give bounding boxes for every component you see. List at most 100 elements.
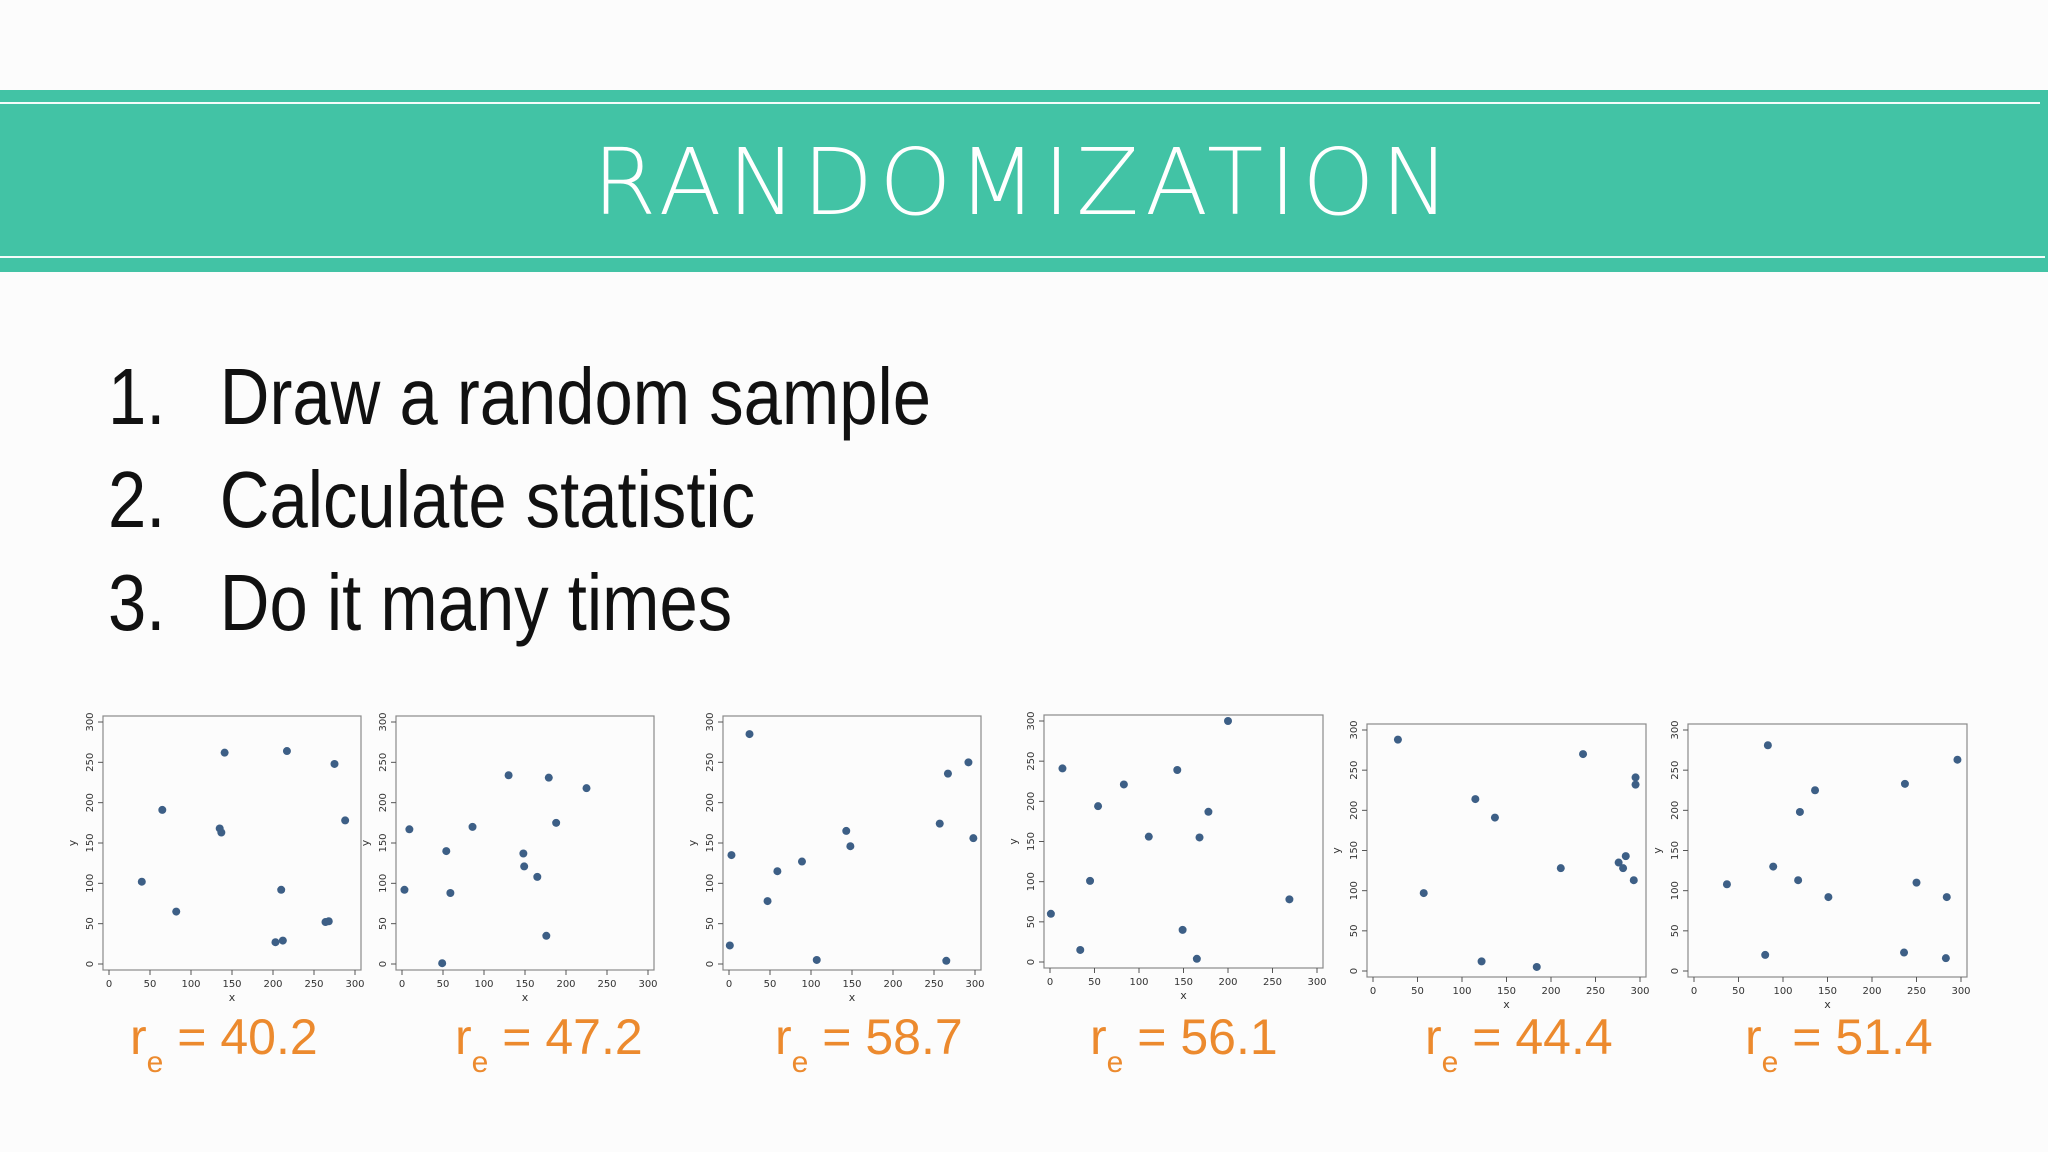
data-point — [1144, 832, 1153, 841]
stat-value: = 58.7 — [808, 1009, 963, 1065]
data-point — [1532, 962, 1541, 971]
correlation-label: re = 51.4 — [1745, 1007, 1933, 1093]
step-number: 1. — [108, 351, 166, 441]
x-tick-label: 200 — [1862, 986, 1881, 997]
y-axis-label: y — [359, 839, 372, 846]
y-tick-label: 250 — [85, 753, 96, 772]
data-point — [1824, 893, 1833, 902]
step-item: 3. Do it many times — [108, 551, 931, 654]
plot-frame — [395, 715, 655, 971]
scatter-plot-1: 0 50 100 150 200 250 300 0 50 100 150 200 250 300 x y — [66, 712, 365, 1004]
correlation-label: re = 44.4 — [1425, 1007, 1613, 1093]
stat-symbol: r — [1090, 1009, 1107, 1065]
data-point — [1477, 957, 1486, 966]
data-point — [797, 857, 806, 866]
data-point — [217, 828, 226, 837]
y-tick-label: 150 — [1349, 841, 1360, 860]
y-tick-label: 0 — [85, 961, 96, 967]
stat-subscript: e — [1761, 1046, 1779, 1079]
x-tick-label: 150 — [842, 979, 861, 990]
y-tick-label: 50 — [1026, 915, 1037, 928]
y-axis-label: y — [686, 839, 699, 846]
data-point — [763, 897, 772, 906]
step-text: Calculate statistic — [219, 454, 756, 544]
x-tick-label: 50 — [144, 979, 157, 990]
y-tick-label: 250 — [1670, 761, 1681, 780]
stat-value: = 40.2 — [163, 1009, 318, 1065]
x-axis-label: x — [1824, 998, 1831, 1011]
stat-value: = 47.2 — [488, 1009, 643, 1065]
x-tick-label: 100 — [1452, 986, 1471, 997]
data-point — [324, 917, 333, 926]
scatter-plot-4: 0 50 100 150 200 250 300 0 50 100 150 200 250 300 x y — [1007, 711, 1327, 1002]
stat-subscript: e — [1106, 1046, 1124, 1079]
x-tick-label: 200 — [1218, 977, 1237, 988]
slide-title: RANDOMIZATION — [592, 129, 1456, 236]
data-point — [582, 784, 591, 793]
x-tick-label: 150 — [515, 979, 534, 990]
y-tick-label: 50 — [1349, 924, 1360, 937]
x-tick-label: 0 — [1047, 977, 1053, 988]
data-point — [1900, 948, 1909, 957]
data-point — [1769, 862, 1778, 871]
plot-frame — [1687, 723, 1968, 978]
step-number: 3. — [108, 557, 166, 647]
y-tick-label: 0 — [1026, 959, 1037, 965]
data-point — [220, 748, 229, 757]
x-tick-label: 150 — [1497, 986, 1516, 997]
data-point — [442, 847, 451, 856]
y-tick-label: 100 — [1670, 881, 1681, 900]
data-point — [1285, 895, 1294, 904]
y-tick-label: 300 — [1670, 720, 1681, 739]
y-tick-label: 0 — [1349, 968, 1360, 974]
x-tick-label: 50 — [764, 979, 777, 990]
y-tick-label: 100 — [85, 874, 96, 893]
data-point — [1556, 864, 1565, 873]
step-item: 1. Draw a random sample — [108, 345, 931, 448]
y-tick-label: 200 — [85, 793, 96, 812]
y-tick-label: 150 — [1670, 841, 1681, 860]
data-point — [1619, 864, 1628, 873]
x-tick-label: 200 — [883, 979, 902, 990]
data-point — [943, 769, 952, 778]
data-point — [1795, 807, 1804, 816]
data-point — [1086, 876, 1095, 885]
step-item: 2. Calculate statistic — [108, 448, 931, 551]
y-tick-label: 300 — [1349, 720, 1360, 739]
x-tick-label: 200 — [556, 979, 575, 990]
x-tick-label: 150 — [222, 979, 241, 990]
x-axis-label: x — [229, 991, 236, 1004]
scatter-plot-3: 0 50 100 150 200 250 300 0 50 100 150 200 250 300 x y — [686, 712, 985, 1004]
y-tick-label: 300 — [85, 712, 96, 731]
x-axis-label: x — [522, 991, 529, 1004]
x-tick-label: 300 — [345, 979, 364, 990]
data-point — [1900, 779, 1909, 788]
stat-value: = 56.1 — [1123, 1009, 1278, 1065]
banner-bottom-rule — [0, 256, 2045, 258]
data-point — [935, 819, 944, 828]
y-axis-label: y — [1007, 838, 1020, 845]
x-tick-label: 0 — [1691, 986, 1697, 997]
stat-symbol: r — [1425, 1009, 1442, 1065]
data-point — [1614, 858, 1623, 867]
y-tick-label: 50 — [378, 917, 389, 930]
data-point — [1076, 945, 1085, 954]
banner-top-rule — [0, 102, 2040, 104]
x-tick-label: 150 — [1818, 986, 1837, 997]
data-point — [282, 747, 291, 756]
data-point — [271, 938, 280, 947]
data-point — [1631, 780, 1640, 789]
x-tick-label: 0 — [106, 979, 112, 990]
data-point — [438, 959, 447, 968]
scatter-plots-row: 0 50 100 150 200 250 300 0 50 100 150 200 250 300 x y re… — [0, 700, 2048, 1100]
data-point — [1393, 735, 1402, 744]
x-tick-label: 50 — [1732, 986, 1745, 997]
y-tick-label: 200 — [378, 793, 389, 812]
stat-subscript: e — [146, 1046, 164, 1079]
y-tick-label: 0 — [705, 961, 716, 967]
x-tick-label: 250 — [1263, 977, 1282, 988]
x-tick-label: 0 — [1370, 986, 1376, 997]
y-tick-label: 50 — [705, 917, 716, 930]
y-axis-label: y — [1330, 847, 1343, 854]
data-point — [1722, 880, 1731, 889]
